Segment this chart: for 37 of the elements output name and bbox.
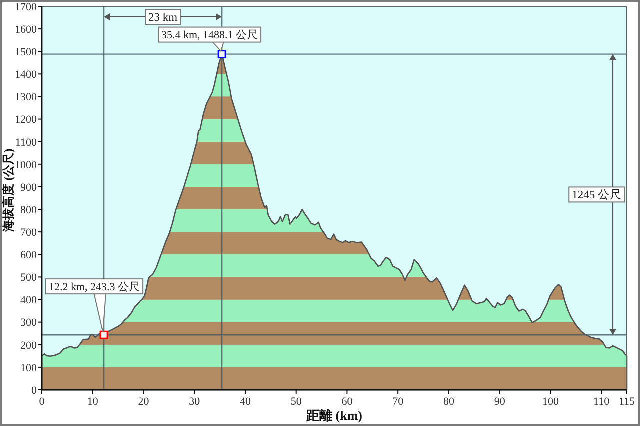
y-tick-label: 400 (20, 294, 38, 307)
y-tick-label: 500 (20, 272, 38, 284)
x-tick-label: 0 (39, 396, 46, 408)
annotation: 23 km (148, 12, 178, 24)
x-tick-label: 30 (189, 396, 201, 408)
y-tick-label: 1100 (15, 136, 38, 149)
y-tick-label: 1000 (15, 159, 38, 172)
x-tick-label: 10 (87, 396, 99, 408)
x-tick-label: 80 (443, 396, 455, 408)
y-tick-label: 900 (20, 182, 38, 194)
x-tick-label: 20 (138, 396, 150, 408)
y-tick-label: 1400 (15, 69, 38, 82)
y-tick-label: 1500 (15, 46, 38, 59)
y-tick-label: 700 (20, 226, 38, 239)
y-tick-label: 1200 (15, 114, 38, 126)
x-tick-label: 110 (594, 396, 610, 408)
y-tick-label: 800 (20, 204, 38, 216)
x-tick-label: 70 (392, 396, 404, 408)
x-tick-label: 115 (618, 396, 636, 408)
y-tick-label: 0 (32, 384, 38, 397)
x-axis-title: 距離 (km) (306, 408, 362, 423)
y-tick-label: 1700 (15, 1, 38, 14)
x-tick-label: 40 (240, 396, 252, 408)
y-tick-label: 300 (20, 317, 38, 330)
x-tick-label: 90 (494, 396, 506, 408)
y-tick-label: 600 (20, 250, 38, 262)
y-axis-title: 海拔高度 (公尺) (2, 148, 16, 233)
annotation: 12.2 km, 243.3 公尺 (49, 281, 140, 294)
x-tick-label: 50 (290, 396, 302, 408)
annotation: 1245 公尺 (572, 188, 622, 202)
y-tick-label: 1300 (15, 92, 38, 104)
x-tick-label: 60 (342, 396, 354, 408)
x-tick-label: 100 (542, 396, 560, 408)
y-tick-label: 200 (20, 340, 38, 352)
y-tick-label: 100 (20, 362, 38, 374)
y-tick-label: 1600 (15, 24, 38, 36)
annotation: 35.4 km, 1488.1 公尺 (161, 30, 258, 42)
